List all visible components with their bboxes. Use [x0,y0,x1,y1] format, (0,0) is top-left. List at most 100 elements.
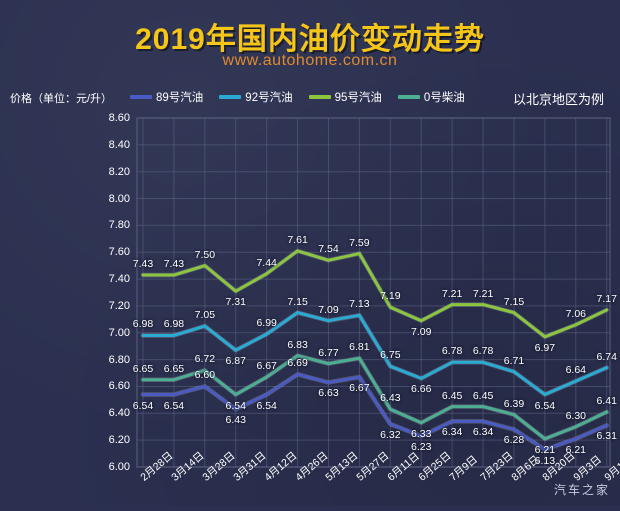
legend-label: 95号汽油 [334,92,382,104]
y-axis-tick-label: 6.40 [108,407,130,420]
data-point-label: 6.63 [318,387,339,400]
legend-item[interactable]: 0号柴油 [397,89,465,105]
data-point-label: 6.23 [411,441,432,454]
y-axis-tick-label: 8.40 [108,138,130,151]
legend-label: 92号汽油 [245,92,293,104]
data-point-label: 6.74 [596,350,617,363]
data-point-label: 7.15 [287,295,308,308]
data-point-label: 6.33 [411,427,432,440]
data-point-label: 6.13 [534,454,556,467]
legend-color-swatch [397,95,420,99]
data-point-label: 7.09 [318,303,339,316]
data-point-label: 7.15 [503,295,525,308]
data-point-label: 6.34 [472,426,494,439]
series-line [141,372,609,452]
data-point-label: 7.50 [194,248,216,261]
y-axis-tick-label: 7.80 [108,219,130,232]
data-point-label: 7.61 [287,233,308,246]
y-axis-tick-label: 6.60 [108,380,130,393]
y-axis-tick-label: 7.00 [108,326,130,339]
data-point-label: 6.41 [596,394,617,407]
y-axis-tick-label: 6.00 [108,461,130,473]
data-point-label: 6.65 [163,362,185,375]
data-point-label: 6.54 [256,399,277,412]
data-point-label: 6.54 [132,399,154,412]
data-point-label: 6.54 [163,399,185,412]
data-point-label: 6.72 [194,353,216,366]
data-point-label: 6.78 [441,345,463,358]
y-axis-tick-label: 6.80 [108,353,130,366]
data-point-label: 6.75 [380,349,401,362]
data-point-label: 6.21 [565,443,587,456]
legend-label: 0号柴油 [423,92,465,104]
data-point-label: 6.54 [225,399,246,412]
data-point-label: 7.06 [565,307,587,320]
y-axis-unit-label: 价格（单位：元/升） [10,93,113,105]
data-point-label: 6.31 [596,430,617,443]
data-point-label: 6.60 [194,369,216,382]
data-point-label: 6.66 [411,383,432,396]
legend-item[interactable]: 89号汽油 [130,89,203,105]
y-axis-tick-label: 8.60 [108,112,130,124]
region-note: 以北京地区为例 [512,92,604,107]
watermark: 汽车之家 [553,483,610,497]
site-url: www.autohome.com.cn [222,52,398,69]
legend-item[interactable]: 92号汽油 [219,89,293,105]
legend-item[interactable]: 95号汽油 [308,89,382,105]
data-point-label: 7.21 [441,287,463,300]
data-point-label: 6.77 [318,346,339,359]
data-point-label: 7.44 [256,256,277,269]
data-point-label: 7.19 [380,290,401,303]
data-point-label: 7.13 [349,298,370,311]
y-axis-tick-label: 8.00 [108,192,130,205]
data-point-label: 7.21 [472,287,494,300]
plot-border [136,117,611,468]
data-point-label: 6.30 [565,409,587,422]
data-point-label: 7.09 [411,325,432,338]
data-point-label: 6.64 [565,364,587,377]
data-point-label: 6.98 [163,318,185,331]
y-axis-tick-label: 6.20 [108,434,130,447]
y-axis-tick-label: 7.40 [108,273,130,286]
data-point-label: 6.69 [287,357,308,370]
data-point-label: 6.99 [256,317,277,330]
data-point-label: 7.43 [132,258,154,271]
series-line [141,249,609,339]
data-point-label: 7.17 [596,292,617,305]
data-point-label: 6.98 [132,318,154,331]
legend-label: 89号汽油 [156,92,204,104]
series-line-outline [140,248,610,340]
data-point-label: 6.67 [349,382,370,395]
data-point-label: 6.45 [472,389,494,402]
legend-color-swatch [219,95,242,99]
data-point-label: 6.97 [534,341,556,354]
data-point-label: 6.45 [441,389,463,402]
data-point-label: 7.05 [194,309,216,322]
data-point-label: 6.67 [256,360,277,373]
y-axis-tick-label: 7.20 [108,299,130,312]
legend-color-swatch [308,95,331,99]
series-line [141,354,609,441]
data-point-label: 6.83 [287,338,308,351]
y-axis-tick-label: 7.60 [108,246,130,259]
data-point-label: 6.28 [503,434,525,447]
chart-legend: 89号汽油 92号汽油 95号汽油 0号柴油 [130,89,465,105]
data-point-label: 6.21 [534,443,556,456]
legend-color-swatch [130,95,152,99]
data-point-label: 7.43 [163,258,185,271]
data-point-label: 6.32 [380,429,401,442]
data-point-label: 7.59 [349,236,370,249]
data-point-label: 6.78 [472,345,494,358]
data-point-label: 6.43 [380,392,401,405]
series-line [141,311,609,397]
data-point-label: 6.43 [225,414,246,427]
data-point-label: 7.31 [225,296,246,309]
data-point-label: 7.54 [318,243,339,256]
data-point-label: 6.81 [349,341,370,354]
data-point-label: 6.54 [534,399,556,412]
y-axis-tick-label: 8.20 [108,165,130,178]
data-point-label: 6.65 [132,362,154,375]
data-point-label: 6.71 [503,354,525,367]
